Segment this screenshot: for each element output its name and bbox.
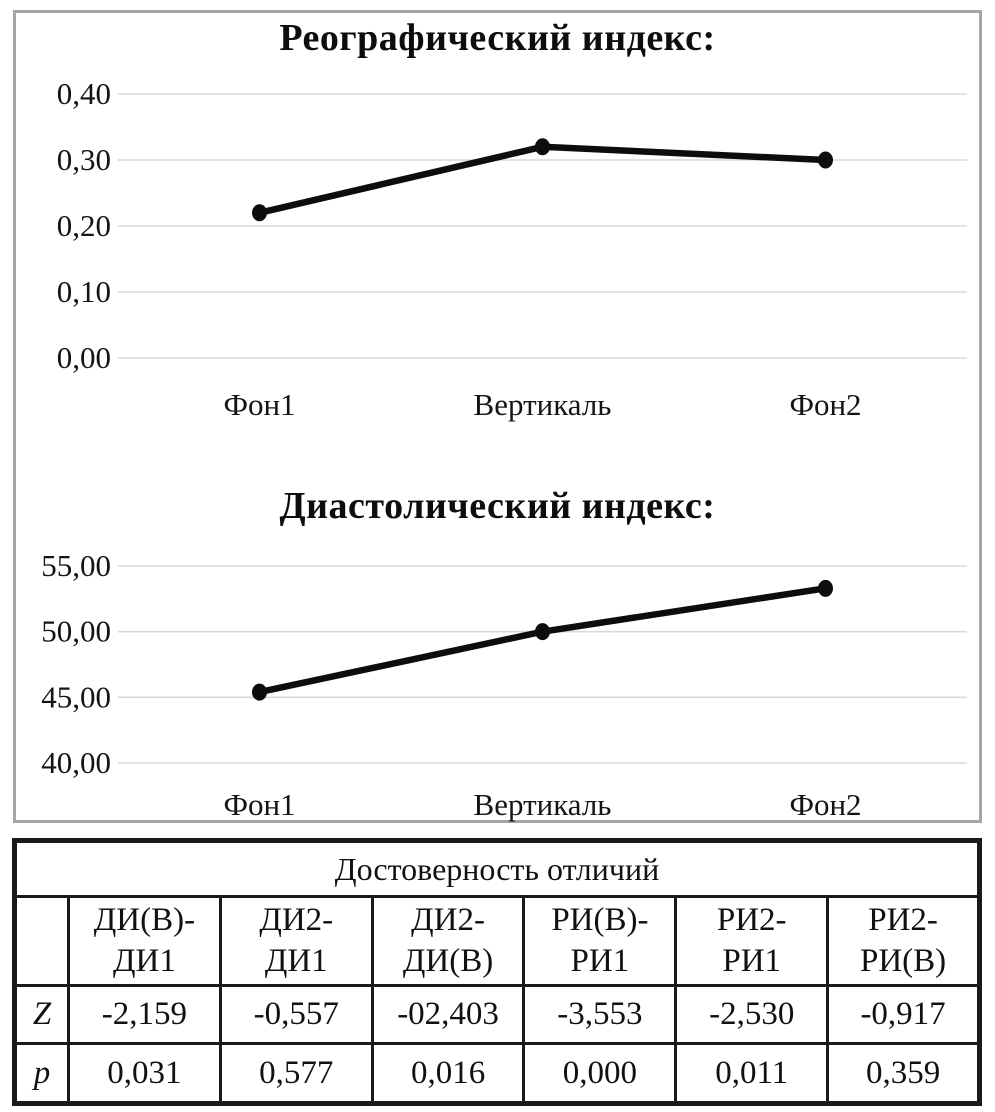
row-label-z: Z xyxy=(13,984,70,1045)
column-header: РИ2- РИ1 xyxy=(674,895,830,987)
y-tick-label: 45,00 xyxy=(41,679,111,714)
table-cell: 0,000 xyxy=(522,1042,678,1105)
table-header-row: ДИ(В)- ДИ1 ДИ2- ДИ1 ДИ2- ДИ(В) РИ(В)- РИ… xyxy=(13,895,981,987)
column-header: ДИ2- ДИ1 xyxy=(218,895,374,987)
x-category-label: Вертикаль xyxy=(474,387,612,422)
data-point-marker xyxy=(818,579,833,597)
table-cell: 0,031 xyxy=(67,1042,222,1105)
x-category-label: Вертикаль xyxy=(474,787,612,822)
y-tick-label: 0,30 xyxy=(57,142,111,177)
y-tick-label: 0,40 xyxy=(57,76,111,111)
table-cell: -02,403 xyxy=(370,984,526,1045)
column-header: ДИ2- ДИ(В) xyxy=(370,895,526,987)
p-value-row: p 0,031 0,577 0,016 0,000 0,011 0,359 xyxy=(13,1042,981,1105)
table-cell: 0,359 xyxy=(826,1042,981,1105)
data-point-marker xyxy=(252,683,267,701)
y-tick-label: 0,10 xyxy=(57,274,111,309)
table-cell: -2,159 xyxy=(67,984,222,1045)
data-point-marker xyxy=(252,204,267,222)
y-tick-label: 0,00 xyxy=(57,340,111,375)
charts-panel: Реографический индекс: 0,40 0,30 0,20 0,10 0… xyxy=(13,10,982,823)
rheographic-chart-title: Реографический индекс: xyxy=(279,17,716,59)
data-line xyxy=(256,585,829,696)
x-category-label: Фон2 xyxy=(789,387,861,422)
y-tick-label: 55,00 xyxy=(41,548,111,583)
table-cell: -3,553 xyxy=(522,984,678,1045)
data-point-marker xyxy=(818,151,833,169)
y-tick-label: 40,00 xyxy=(41,745,111,780)
data-point-marker xyxy=(535,623,550,641)
corner-cell xyxy=(13,895,70,987)
table-title: Достоверность отличий xyxy=(13,839,981,898)
table-cell: 0,577 xyxy=(218,1042,374,1105)
data-line xyxy=(256,143,829,217)
table-cell: -0,557 xyxy=(218,984,374,1045)
diastolic-index-chart: 55,00 50,00 45,00 40,00 Фон1 Вертикаль Фон2 xyxy=(41,548,967,822)
x-category-label: Фон2 xyxy=(789,787,861,822)
significance-table: Достоверность отличий ДИ(В)- ДИ1 ДИ2- ДИ… xyxy=(12,838,982,1106)
y-tick-label: 50,00 xyxy=(41,614,111,649)
column-header: РИ2- РИ(В) xyxy=(826,895,981,987)
y-tick-label: 0,20 xyxy=(57,208,111,243)
table-cell: -0,917 xyxy=(826,984,981,1045)
z-statistic-row: Z -2,159 -0,557 -02,403 -3,553 -2,530 -0… xyxy=(13,984,981,1045)
row-label-p: p xyxy=(13,1042,70,1105)
table-title-row: Достоверность отличий xyxy=(13,839,981,898)
table-cell: 0,016 xyxy=(370,1042,526,1105)
table-cell: -2,530 xyxy=(674,984,830,1045)
column-header: ДИ(В)- ДИ1 xyxy=(67,895,222,987)
table-cell: 0,011 xyxy=(674,1042,830,1105)
diastolic-chart-title: Диастолический индекс: xyxy=(279,485,716,527)
x-category-label: Фон1 xyxy=(223,387,295,422)
column-header: РИ(В)- РИ1 xyxy=(522,895,678,987)
rheographic-index-chart: 0,40 0,30 0,20 0,10 0,00 Фон1 Вертикаль Фон2 xyxy=(57,76,967,422)
x-category-label: Фон1 xyxy=(223,787,295,822)
data-point-marker xyxy=(535,138,550,156)
